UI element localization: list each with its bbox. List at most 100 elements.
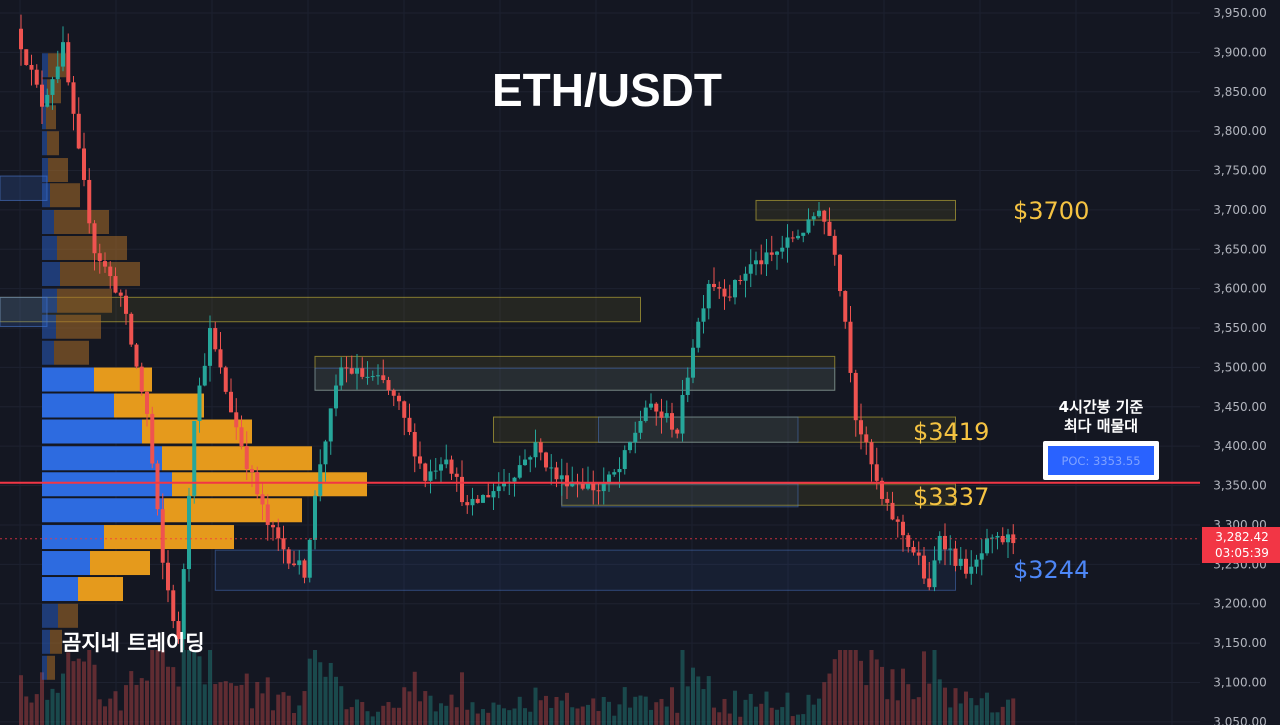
candle-body bbox=[87, 179, 92, 224]
candle-body bbox=[554, 467, 559, 480]
volume-bar bbox=[523, 708, 527, 725]
candle-body bbox=[71, 82, 76, 114]
volume-bar bbox=[297, 705, 302, 725]
candle-body bbox=[97, 253, 102, 262]
candle-body bbox=[481, 495, 485, 503]
volume-bar bbox=[953, 688, 958, 725]
candle-body bbox=[486, 495, 491, 498]
candle-body bbox=[61, 42, 65, 67]
volume-bar bbox=[134, 684, 139, 725]
volume-bar bbox=[344, 709, 349, 725]
candle-body bbox=[171, 590, 176, 622]
volume-bar bbox=[759, 703, 764, 725]
candle-body bbox=[271, 524, 275, 528]
candle-body bbox=[334, 385, 338, 409]
volume-bar bbox=[696, 676, 701, 725]
volume-bar bbox=[775, 709, 779, 725]
volume-bar bbox=[764, 691, 769, 725]
candle-body bbox=[580, 483, 585, 489]
candle-body bbox=[328, 408, 333, 442]
volume-bar bbox=[302, 691, 307, 725]
volume-bar bbox=[208, 650, 212, 725]
volume-bar bbox=[66, 652, 71, 725]
volume-bar bbox=[491, 702, 496, 725]
volume-bar bbox=[559, 700, 564, 725]
price-axis-bg bbox=[1200, 0, 1280, 725]
candle-body bbox=[244, 446, 249, 470]
profile-up-bar bbox=[42, 525, 104, 550]
volume-bar bbox=[61, 673, 65, 725]
candle-body bbox=[103, 261, 107, 267]
price-tick-label: 3,100.00 bbox=[1213, 675, 1266, 689]
price-tick-label: 3,600.00 bbox=[1213, 282, 1266, 296]
candle-body bbox=[948, 548, 953, 550]
volume-bar bbox=[465, 709, 470, 725]
profile-up-bar bbox=[42, 340, 54, 365]
candle-body bbox=[780, 247, 785, 252]
level-label: $3244 bbox=[1013, 556, 1089, 584]
volume-bar bbox=[911, 699, 916, 725]
price-axis[interactable]: 3,950.00 3,900.00 3,850.00 3,800.00 3,750.00… bbox=[1200, 0, 1280, 725]
candle-body bbox=[187, 495, 191, 570]
candle-body bbox=[586, 483, 590, 489]
volume-bar bbox=[943, 687, 947, 725]
price-tick-label: 3,800.00 bbox=[1213, 124, 1266, 138]
volume-bar bbox=[754, 706, 758, 725]
volume-bar bbox=[990, 712, 995, 725]
volume-bar bbox=[328, 662, 333, 725]
candle-body bbox=[607, 474, 611, 484]
candle-body bbox=[24, 49, 29, 65]
profile-up-bar bbox=[42, 158, 48, 183]
volume-bar bbox=[691, 667, 695, 725]
volume-bar bbox=[223, 681, 228, 725]
demand-zone bbox=[598, 416, 799, 443]
candle-body bbox=[549, 467, 554, 469]
supply-zone bbox=[755, 199, 956, 221]
supply-zone bbox=[314, 355, 836, 391]
profile-down-bar bbox=[162, 446, 312, 471]
volume-bar bbox=[307, 658, 312, 725]
demand-zone bbox=[561, 483, 799, 508]
candle-body bbox=[76, 113, 81, 149]
volume-bar bbox=[827, 673, 832, 725]
candle-body bbox=[407, 417, 412, 433]
profile-up-bar bbox=[42, 603, 58, 628]
candle-body bbox=[759, 260, 764, 265]
candle-body bbox=[92, 223, 97, 254]
candle-body bbox=[958, 558, 963, 566]
profile-down-bar bbox=[142, 419, 252, 444]
volume-bar bbox=[166, 666, 170, 725]
volume-bar bbox=[76, 658, 81, 725]
volume-bar bbox=[722, 698, 727, 725]
candle-body bbox=[869, 442, 874, 465]
profile-up-bar bbox=[42, 235, 57, 260]
volume-bar bbox=[974, 705, 979, 725]
candle-body bbox=[1000, 535, 1005, 543]
candle-body bbox=[50, 79, 55, 95]
candle-body bbox=[129, 313, 134, 345]
candle-body bbox=[265, 504, 270, 525]
current-price-badge: 3,282.42 03:05:39 bbox=[1202, 527, 1280, 563]
candle-body bbox=[953, 548, 958, 566]
poc-box-fill bbox=[1048, 446, 1154, 475]
candle-body bbox=[859, 420, 863, 435]
candle-body bbox=[633, 432, 638, 443]
candle-body bbox=[911, 546, 916, 553]
volume-bar bbox=[334, 676, 338, 725]
candle-body bbox=[313, 495, 317, 540]
volume-bar bbox=[460, 672, 464, 725]
candle-body bbox=[150, 413, 155, 464]
volume-bar bbox=[733, 690, 737, 725]
candle-body bbox=[318, 464, 323, 496]
price-tick-label: 3,150.00 bbox=[1213, 636, 1266, 650]
candle-body bbox=[344, 367, 349, 369]
volume-bar bbox=[596, 711, 601, 725]
volume-bar bbox=[869, 650, 874, 725]
price-tick-label: 3,650.00 bbox=[1213, 242, 1266, 256]
volume-bar bbox=[454, 707, 459, 725]
candle-body bbox=[675, 429, 680, 434]
volume-bar bbox=[276, 694, 281, 725]
candle-body bbox=[365, 376, 370, 378]
volume-bar bbox=[843, 650, 848, 725]
